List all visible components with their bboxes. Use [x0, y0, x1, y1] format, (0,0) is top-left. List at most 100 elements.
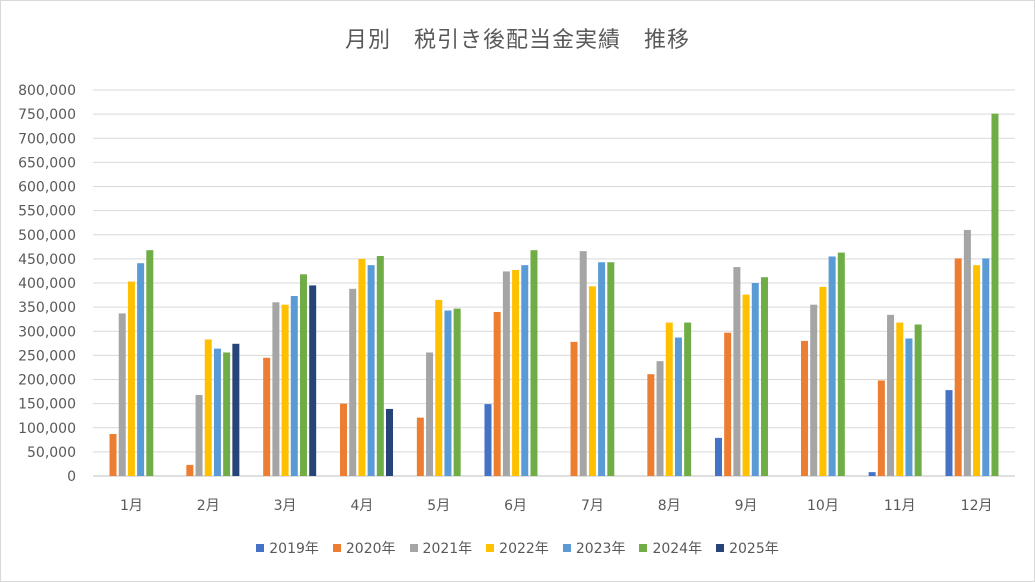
legend-label: 2019年: [269, 541, 319, 557]
bar: [453, 308, 461, 476]
bar: [521, 265, 529, 476]
bar: [982, 258, 990, 476]
bar: [684, 322, 692, 476]
legend-item: 2019年: [256, 538, 319, 558]
y-tick-label: 450,000: [18, 252, 76, 268]
bar: [868, 472, 876, 476]
bar: [656, 361, 664, 476]
legend-label: 2025年: [729, 541, 779, 557]
y-tick-label: 400,000: [18, 276, 76, 292]
legend-item: 2021年: [409, 538, 473, 558]
bar: [733, 267, 741, 476]
bar: [512, 269, 520, 476]
bar: [963, 229, 971, 476]
bar: [570, 341, 578, 476]
bar: [376, 255, 384, 476]
legend-item: 2022年: [486, 538, 549, 558]
bar: [598, 262, 606, 476]
y-tick-label: 700,000: [18, 131, 76, 147]
y-tick-label: 650,000: [18, 155, 76, 171]
bar: [751, 283, 759, 476]
x-tick-label: 11月: [884, 498, 916, 514]
legend-label: 2022年: [499, 541, 549, 557]
bar: [945, 390, 953, 476]
bar: [724, 332, 732, 476]
y-tick-label: 300,000: [18, 324, 76, 340]
bar: [204, 339, 212, 476]
y-tick-label: 800,000: [18, 83, 76, 99]
bar: [760, 277, 768, 476]
legend-swatch: [639, 544, 648, 552]
bar: [416, 417, 424, 476]
x-tick-label: 10月: [807, 498, 839, 514]
y-tick-label: 200,000: [18, 373, 76, 389]
bar: [299, 274, 307, 476]
bar: [358, 258, 366, 476]
y-tick-label: 250,000: [18, 348, 76, 364]
x-tick-label: 7月: [581, 498, 604, 514]
y-tick-label: 350,000: [18, 300, 76, 316]
bar: [887, 314, 895, 476]
bar: [263, 357, 271, 476]
bar: [801, 340, 809, 476]
bar: [579, 251, 587, 476]
bar: [195, 394, 203, 476]
bar: [118, 313, 126, 476]
y-tick-label: 500,000: [18, 228, 76, 244]
legend-label: 2024年: [652, 541, 703, 557]
legend-swatch: [332, 544, 341, 552]
chart-title: 月別 税引き後配当金実績 推移: [344, 28, 690, 53]
bar: [367, 265, 375, 476]
bar: [272, 302, 280, 476]
bar: [484, 404, 492, 476]
bar: [493, 311, 501, 476]
x-tick-label: 1月: [120, 498, 143, 514]
bar: [588, 286, 596, 476]
bar: [647, 374, 655, 476]
legend-label: 2021年: [422, 541, 473, 557]
bar: [137, 263, 145, 476]
x-tick-label: 5月: [427, 498, 450, 514]
bar: [213, 348, 221, 476]
y-tick-label: 750,000: [18, 107, 76, 123]
bar: [810, 304, 818, 476]
bar: [223, 352, 231, 476]
bar: [914, 324, 922, 476]
x-tick-label: 8月: [658, 498, 681, 514]
y-tick-label: 600,000: [18, 180, 76, 196]
bar: [954, 258, 962, 476]
bar: [819, 286, 827, 476]
bar: [435, 299, 443, 476]
x-tick-label: 4月: [350, 498, 373, 514]
legend-swatch: [256, 544, 265, 552]
bar: [973, 265, 981, 476]
bar: [127, 281, 135, 476]
bar: [665, 322, 673, 476]
bar: [146, 250, 154, 476]
bar: [607, 262, 615, 476]
bar: [896, 322, 904, 476]
y-tick-label: 0: [67, 469, 76, 485]
legend-item: 2020年: [332, 538, 396, 558]
bar: [714, 437, 722, 476]
bar: [186, 464, 194, 476]
legend-label: 2020年: [345, 541, 396, 557]
bar: [837, 252, 845, 476]
bar: [444, 310, 452, 476]
legend-swatch: [562, 544, 571, 552]
legend-swatch: [409, 544, 418, 552]
bar: [426, 352, 434, 476]
y-tick-label: 550,000: [18, 204, 76, 220]
x-tick-label: 3月: [274, 498, 297, 514]
bar: [877, 380, 885, 476]
x-tick-label: 2月: [197, 498, 220, 514]
y-tick-label: 150,000: [18, 397, 76, 413]
legend-item: 2024年: [639, 538, 702, 558]
x-tick-label: 6月: [504, 498, 527, 514]
bar: [905, 338, 913, 476]
legend-label: 2023年: [575, 541, 626, 557]
x-tick-label: 12月: [961, 498, 993, 514]
bar: [290, 296, 298, 476]
bar: [530, 250, 538, 476]
